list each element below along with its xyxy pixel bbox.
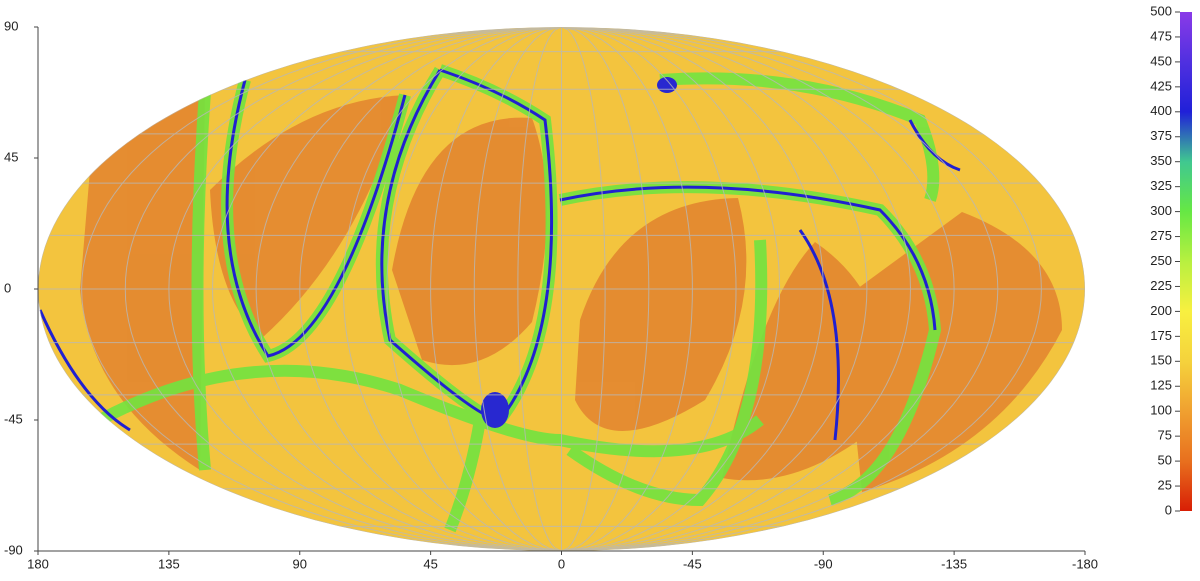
colorbar-tick-label: 250: [1150, 253, 1172, 268]
colorbar-tick-label: 350: [1150, 153, 1172, 168]
y-tick-label: 0: [4, 280, 11, 295]
x-tick-label: -135: [941, 556, 967, 571]
colorbar-tick-label: 175: [1150, 328, 1172, 343]
colorbar-tick-label: 375: [1150, 128, 1172, 143]
colorbar-tick-label: 25: [1158, 477, 1172, 492]
colorbar-tick-label: 475: [1150, 28, 1172, 43]
y-tick-label: 45: [4, 149, 18, 164]
colorbar-tick-label: 0: [1165, 502, 1172, 517]
colorbar-tick-label: 450: [1150, 53, 1172, 68]
colorbar-tick-label: 325: [1150, 178, 1172, 193]
sky-map: [38, 27, 1085, 551]
colorbar-tick-label: 100: [1150, 403, 1172, 418]
x-tick-label: -90: [814, 556, 833, 571]
meridian: [38, 27, 562, 551]
y-tick-label: -90: [4, 542, 23, 557]
x-tick-label: 180: [27, 556, 49, 571]
colorbar-tick-label: 125: [1150, 378, 1172, 393]
colorbar-tick-label: 500: [1150, 3, 1172, 18]
colorbar-tick-label: 425: [1150, 78, 1172, 93]
colorbar-tick-label: 275: [1150, 228, 1172, 243]
colorbar-tick-label: 225: [1150, 278, 1172, 293]
x-tick-label: 45: [423, 556, 437, 571]
colorbar-tick-label: 75: [1158, 428, 1172, 443]
x-tick-label: 0: [558, 556, 565, 571]
colorbar: [1180, 12, 1192, 511]
y-tick-label: 90: [4, 18, 18, 33]
x-tick-label: -45: [683, 556, 702, 571]
x-tick-label: -180: [1072, 556, 1098, 571]
colorbar-tick-label: 300: [1150, 203, 1172, 218]
x-tick-label: 135: [158, 556, 180, 571]
colorbar-tick-label: 400: [1150, 103, 1172, 118]
meridian: [561, 27, 1085, 551]
colorbar-tick-label: 50: [1158, 453, 1172, 468]
colorbar-tick-label: 150: [1150, 353, 1172, 368]
x-tick-label: 90: [293, 556, 307, 571]
y-tick-label: -45: [4, 411, 23, 426]
colorbar-tick-label: 200: [1150, 303, 1172, 318]
